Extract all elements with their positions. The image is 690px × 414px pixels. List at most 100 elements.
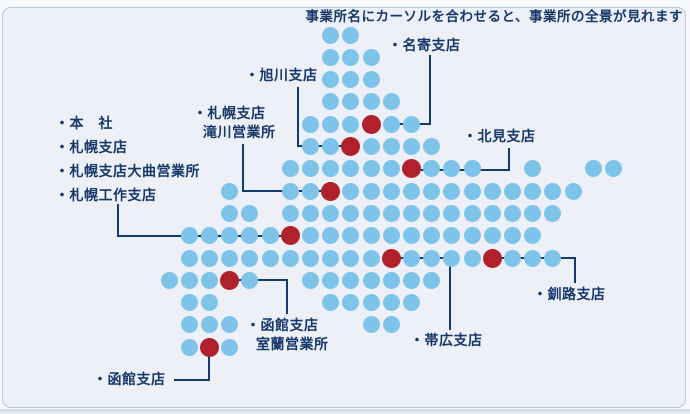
map-dot — [342, 204, 360, 222]
office-marker-nayoro[interactable] — [361, 114, 381, 134]
map-dot — [544, 204, 562, 222]
map-dot — [382, 271, 400, 289]
map-dot — [180, 227, 198, 245]
office-marker-hakodate[interactable] — [199, 337, 219, 357]
map-dot — [382, 227, 400, 245]
map-dot — [463, 204, 481, 222]
map-dot — [362, 316, 380, 334]
office-label-asahikawa[interactable]: ・旭川支店 — [245, 66, 318, 85]
map-dot — [342, 182, 360, 200]
office-marker-kitami[interactable] — [401, 159, 421, 179]
map-dot — [180, 249, 198, 267]
map-dot — [423, 271, 441, 289]
office-label-line[interactable]: ・函館支店 — [246, 317, 319, 333]
map-dot — [443, 204, 461, 222]
map-dot — [281, 182, 299, 200]
office-label-line[interactable]: ・旭川支店 — [245, 67, 318, 83]
map-dot — [463, 227, 481, 245]
map-dot — [362, 160, 380, 178]
map-dot — [241, 271, 259, 289]
office-label-line[interactable]: ・札幌支店 — [55, 139, 128, 155]
map-dot — [301, 271, 319, 289]
map-dot — [402, 294, 420, 312]
map-dot — [342, 271, 360, 289]
office-label-kitami[interactable]: ・北見支店 — [463, 127, 536, 146]
map-dot — [322, 115, 340, 133]
map-dot — [200, 316, 218, 334]
office-marker-sapporo-hq[interactable] — [280, 226, 300, 246]
map-dot — [402, 138, 420, 155]
office-label-line[interactable]: ・本 社 — [55, 115, 113, 131]
map-dot — [382, 294, 400, 312]
map-dot — [200, 249, 218, 267]
map-dot — [322, 249, 340, 267]
office-label-line[interactable]: 室蘭営業所 — [256, 336, 329, 352]
map-dot — [160, 271, 178, 289]
office-label-hakodate[interactable]: ・函館支店 — [93, 370, 166, 389]
map-dot — [342, 160, 360, 178]
map-dot — [342, 249, 360, 267]
map-dot — [281, 249, 299, 267]
map-dot — [463, 160, 481, 178]
map-dot — [362, 182, 380, 200]
map-dot — [524, 249, 542, 267]
map-dot — [301, 249, 319, 267]
map-dot — [322, 138, 340, 155]
map-dot — [604, 160, 622, 178]
map-dot — [221, 182, 239, 200]
map-dot — [483, 204, 501, 222]
map-dot — [382, 204, 400, 222]
office-marker-asahikawa[interactable] — [341, 137, 361, 156]
map-dot — [402, 227, 420, 245]
office-label-nayoro[interactable]: ・名寄支店 — [388, 36, 461, 55]
map-dot — [362, 271, 380, 289]
office-label-line[interactable]: 滝川営業所 — [203, 124, 276, 140]
office-label-line[interactable]: ・函館支店 — [93, 371, 166, 387]
office-marker-kushiro[interactable] — [482, 248, 502, 268]
map-dot — [402, 115, 420, 133]
map-dot — [402, 249, 420, 267]
map-dot — [261, 227, 279, 245]
office-label-line[interactable]: ・札幌工作支店 — [55, 187, 157, 203]
map-dot — [200, 271, 218, 289]
office-marker-muroran[interactable] — [220, 270, 240, 290]
office-label-sapporo-hq[interactable]: ・本 社・札幌支店・札幌支店大曲営業所 ・札幌工作支店 — [55, 111, 200, 207]
map-dot — [382, 138, 400, 155]
office-label-obihiro[interactable]: ・帯広支店 — [410, 331, 483, 350]
office-marker-takikawa[interactable] — [321, 181, 341, 201]
office-label-kushiro[interactable]: ・釧路支店 — [533, 285, 606, 304]
office-label-line[interactable]: ・札幌支店大曲営業所 — [55, 163, 200, 179]
office-label-line[interactable]: ・名寄支店 — [388, 37, 461, 53]
office-label-takikawa[interactable]: ・札幌支店滝川営業所 — [193, 104, 276, 142]
map-dot — [382, 182, 400, 200]
map-dot — [281, 204, 299, 222]
office-marker-obihiro[interactable] — [381, 248, 401, 268]
map-dot — [342, 48, 360, 66]
office-label-line[interactable]: ・帯広支店 — [410, 332, 483, 348]
map-dot — [322, 48, 340, 66]
map-dot — [483, 182, 501, 200]
map-dot — [322, 26, 340, 44]
map-dot — [483, 227, 501, 245]
map-dot — [322, 227, 340, 245]
map-dot — [402, 182, 420, 200]
map-dot — [362, 138, 380, 155]
map-dot — [443, 227, 461, 245]
office-label-line[interactable]: ・釧路支店 — [533, 286, 606, 302]
map-dot — [382, 115, 400, 133]
map-dot — [180, 294, 198, 312]
office-label-line[interactable]: ・札幌支店 — [193, 105, 266, 121]
map-dot — [322, 204, 340, 222]
map-dot — [221, 338, 239, 356]
map-dot — [524, 227, 542, 245]
map-dot — [423, 204, 441, 222]
map-dot — [362, 227, 380, 245]
map-dot — [221, 204, 239, 222]
office-label-muroran[interactable]: ・函館支店室蘭営業所 — [246, 316, 329, 354]
map-dot — [503, 249, 521, 267]
map-dot — [423, 249, 441, 267]
office-label-line[interactable]: ・北見支店 — [463, 128, 536, 144]
map-dot — [564, 182, 582, 200]
map-dot — [221, 227, 239, 245]
map-dot — [301, 115, 319, 133]
